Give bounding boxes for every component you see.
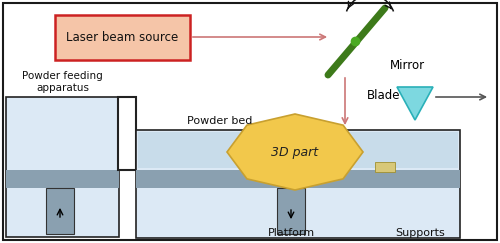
Bar [136, 170, 460, 188]
Text: Powder bed: Powder bed [188, 116, 252, 126]
Bar [6, 97, 119, 237]
Polygon shape [227, 114, 363, 190]
Bar [118, 97, 136, 170]
Bar [277, 188, 305, 234]
Polygon shape [397, 87, 433, 120]
Bar [136, 130, 460, 238]
Bar [375, 162, 395, 172]
Text: Mirror: Mirror [390, 59, 425, 71]
Text: Powder feeding
apparatus: Powder feeding apparatus [22, 71, 103, 93]
Text: Laser beam source: Laser beam source [66, 31, 178, 44]
Bar [55, 15, 190, 60]
Bar [6, 170, 119, 188]
Text: Platform: Platform [268, 228, 314, 238]
Text: Blade: Blade [366, 88, 400, 102]
Bar [46, 188, 74, 234]
Text: 3D part: 3D part [272, 146, 318, 158]
Bar [138, 132, 458, 168]
Text: Supports: Supports [395, 228, 445, 238]
